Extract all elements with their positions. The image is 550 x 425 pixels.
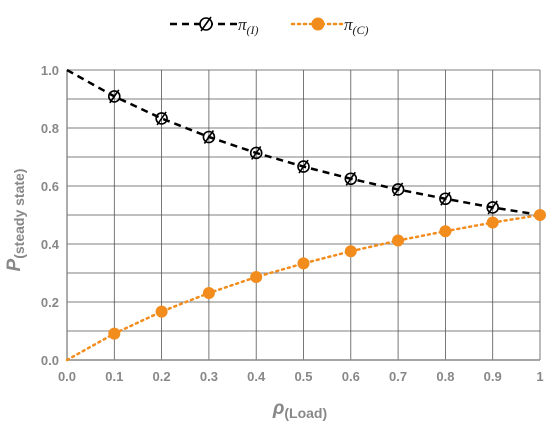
series-1-point bbox=[486, 200, 500, 215]
series-1-point bbox=[391, 182, 405, 197]
series-1-point bbox=[108, 89, 121, 104]
y-tick-label: 0.4 bbox=[41, 237, 60, 252]
x-tick-labels: 0.0 0.1 0.2 0.3 0.4 0.5 0.6 0.7 0.8 0.9 1 bbox=[58, 369, 544, 384]
y-tick-label: 0.2 bbox=[41, 295, 59, 310]
legend-label-series-1: π(I) bbox=[238, 15, 259, 37]
y-tick-label: 0.6 bbox=[41, 179, 59, 194]
x-tick-label: 0.1 bbox=[105, 369, 123, 384]
series-2-point bbox=[344, 245, 357, 258]
series-1-point bbox=[344, 171, 358, 186]
x-tick-label: 0.0 bbox=[58, 369, 76, 384]
x-tick-label: 1 bbox=[536, 369, 543, 384]
x-tick-label: 0.9 bbox=[484, 369, 502, 384]
series-2-point bbox=[486, 216, 499, 229]
x-tick-label: 0.5 bbox=[294, 369, 312, 384]
series-1-point bbox=[297, 159, 310, 174]
series-2-point bbox=[297, 257, 310, 270]
legend-marker-series-1 bbox=[199, 16, 213, 32]
plot-frame bbox=[66, 70, 540, 361]
series-2-point bbox=[534, 209, 546, 221]
x-tick-label: 0.4 bbox=[247, 369, 266, 384]
series-markers bbox=[108, 89, 546, 340]
x-tick-label: 0.6 bbox=[342, 369, 360, 384]
grid bbox=[66, 69, 541, 361]
legend-label-series-2: π(C) bbox=[344, 15, 369, 37]
series-1-point bbox=[155, 111, 168, 126]
y-tick-label: 0.8 bbox=[41, 121, 59, 136]
legend-item-series-1: π(I) bbox=[170, 15, 259, 37]
series-2-point bbox=[392, 234, 405, 247]
series-2-point bbox=[439, 225, 452, 238]
series-2-point bbox=[202, 287, 215, 300]
y-tick-label: 1.0 bbox=[41, 63, 59, 78]
legend-marker-series-2 bbox=[311, 17, 325, 31]
series-1-point bbox=[202, 130, 216, 144]
series-1-point bbox=[439, 191, 452, 206]
x-tick-label: 0.7 bbox=[389, 369, 407, 384]
x-tick-label: 0.3 bbox=[200, 369, 218, 384]
series-2-line bbox=[65, 213, 542, 362]
x-axis-label: ρ(Load) bbox=[272, 398, 327, 421]
x-tick-label: 0.8 bbox=[436, 369, 454, 384]
y-tick-label: 0.0 bbox=[41, 353, 59, 368]
series-1-point bbox=[249, 145, 263, 160]
y-axis-label: P(steady state) bbox=[4, 169, 27, 272]
series-2-point bbox=[155, 305, 168, 318]
legend: π(I) π(C) bbox=[170, 15, 369, 37]
series-2-point bbox=[108, 327, 121, 340]
y-tick-labels: 0.0 0.2 0.4 0.6 0.8 1.0 bbox=[41, 63, 60, 368]
series-2-point bbox=[250, 271, 263, 284]
x-tick-label: 0.2 bbox=[153, 369, 171, 384]
legend-item-series-2: π(C) bbox=[290, 15, 369, 37]
